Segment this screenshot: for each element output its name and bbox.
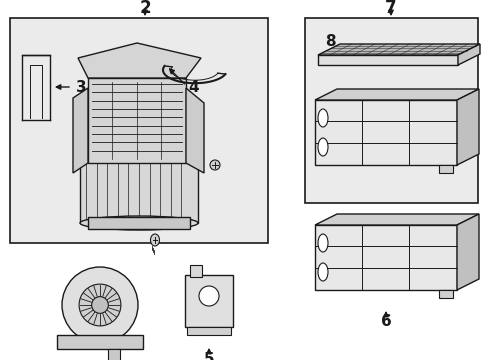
Ellipse shape: [317, 234, 327, 252]
Polygon shape: [456, 89, 478, 165]
Polygon shape: [108, 349, 120, 360]
Polygon shape: [314, 214, 478, 225]
Text: 8: 8: [324, 35, 335, 49]
Bar: [438, 290, 452, 298]
Ellipse shape: [80, 216, 198, 230]
Circle shape: [199, 286, 219, 306]
Circle shape: [91, 297, 108, 313]
Ellipse shape: [317, 109, 327, 127]
Polygon shape: [185, 88, 203, 173]
Circle shape: [62, 267, 138, 343]
Text: 3: 3: [76, 80, 86, 94]
Ellipse shape: [150, 234, 159, 246]
Bar: [438, 165, 452, 173]
Ellipse shape: [80, 146, 198, 164]
Polygon shape: [78, 43, 201, 78]
Text: 5: 5: [203, 351, 214, 360]
Text: 7: 7: [385, 0, 396, 17]
Bar: [88, 78, 185, 163]
Bar: [10, 18, 267, 243]
Bar: [88, 217, 190, 229]
Bar: [80, 155, 198, 223]
Text: 4: 4: [188, 80, 199, 95]
Ellipse shape: [317, 138, 327, 156]
Bar: [314, 225, 456, 290]
Polygon shape: [457, 44, 479, 65]
Polygon shape: [73, 88, 88, 173]
Polygon shape: [314, 89, 478, 100]
Ellipse shape: [317, 263, 327, 281]
Ellipse shape: [209, 160, 220, 170]
Polygon shape: [57, 335, 142, 349]
Bar: [186, 327, 230, 335]
Bar: [190, 265, 202, 277]
Text: 6: 6: [380, 315, 390, 329]
Bar: [314, 100, 456, 165]
Polygon shape: [456, 214, 478, 290]
Polygon shape: [317, 44, 479, 55]
Bar: [184, 275, 232, 327]
Circle shape: [79, 284, 121, 326]
Text: 2: 2: [139, 0, 150, 17]
Bar: [305, 18, 477, 203]
Bar: [317, 55, 457, 65]
